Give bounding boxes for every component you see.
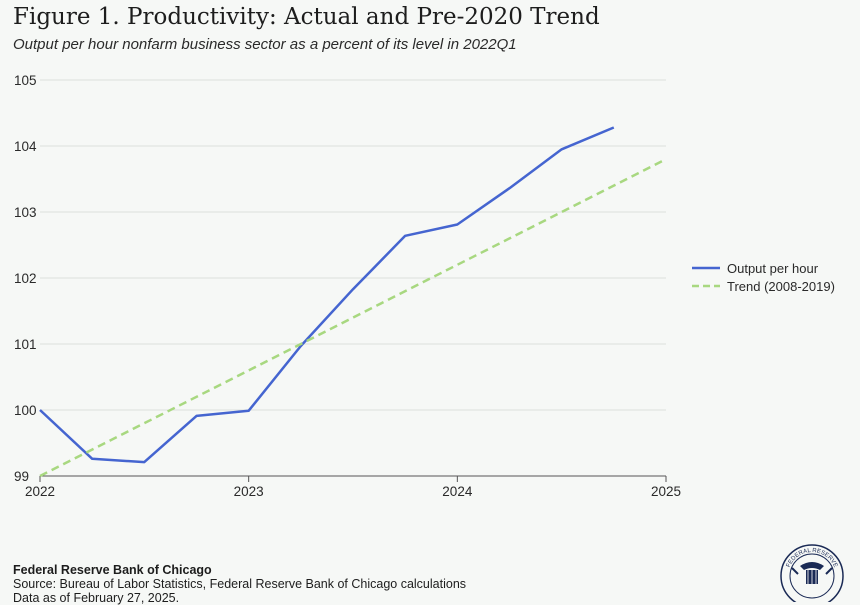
- footer-date: Data as of February 27, 2025.: [13, 591, 180, 605]
- x-axis-tick-labels: 2022 2023 2024 2025: [25, 484, 681, 499]
- series-line-output-per-hour: [39, 126, 615, 464]
- y-tick-label-104: 104: [14, 139, 37, 154]
- x-tick-label-2022: 2022: [25, 484, 55, 499]
- y-tick-label-102: 102: [14, 271, 37, 286]
- grid-lines: [40, 79, 666, 411]
- x-tick-label-2024: 2024: [442, 484, 473, 499]
- x-tick-label-2025: 2025: [651, 484, 681, 499]
- chart-subtitle: Output per hour nonfarm business sector …: [13, 36, 517, 53]
- y-tick-label-103: 103: [14, 205, 37, 220]
- footer-source: Source: Bureau of Labor Statistics, Fede…: [13, 577, 467, 591]
- legend-label-trend: Trend (2008-2019): [727, 279, 835, 294]
- federal-reserve-seal-logo: FEDERAL RESERVE: [780, 544, 844, 602]
- series-lines: [39, 126, 667, 478]
- productivity-line-chart: 99 100 101 102 103 104 105 2022 2023 2024 2025 Ou…: [14, 73, 835, 499]
- y-tick-label-100: 100: [14, 403, 37, 418]
- footer-organization: Federal Reserve Bank of Chicago: [13, 563, 212, 577]
- y-tick-label-99: 99: [14, 469, 29, 484]
- x-tick-label-2023: 2023: [234, 484, 264, 499]
- y-tick-label-105: 105: [14, 73, 37, 88]
- chart-title: Figure 1. Productivity: Actual and Pre-2…: [13, 4, 600, 30]
- y-tick-label-101: 101: [14, 337, 37, 352]
- series-line-trend: [39, 158, 667, 478]
- y-axis-tick-labels: 99 100 101 102 103 104 105: [14, 73, 37, 484]
- legend-label-output-per-hour: Output per hour: [727, 261, 819, 276]
- axes: [39, 475, 667, 482]
- legend: Output per hour Trend (2008-2019): [692, 261, 835, 294]
